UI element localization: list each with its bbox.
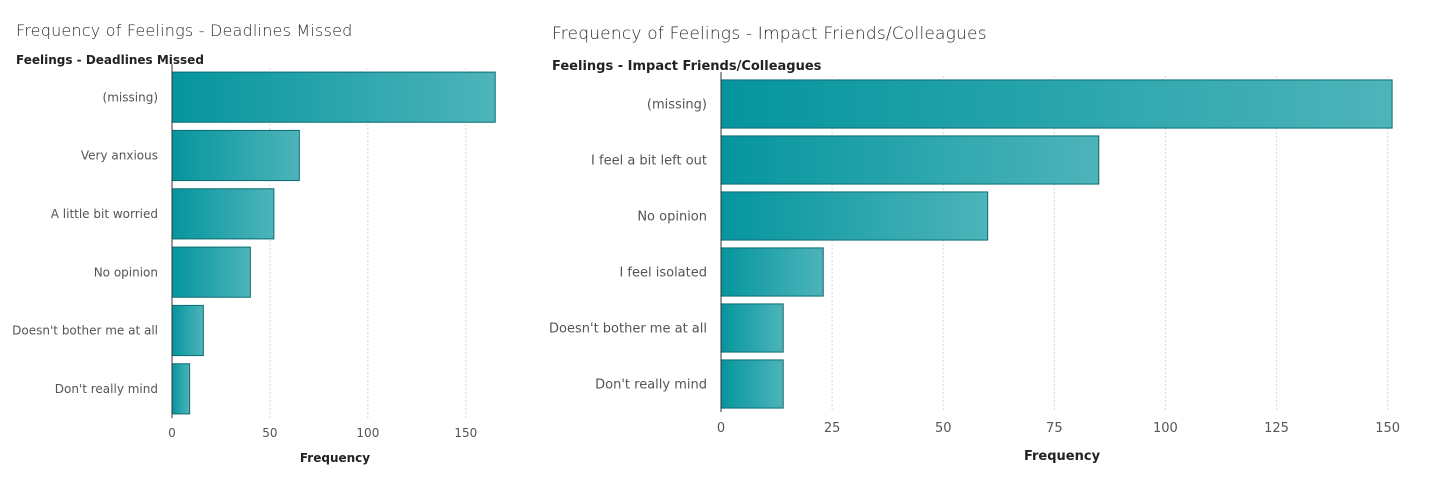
category-label: A little bit worried [51, 207, 158, 221]
category-label: (missing) [103, 90, 158, 104]
bar-chart-deadlines-missed: 0 50 100 150 (missing) Very anxious A little b… [12, 53, 496, 465]
category-label: No opinion [94, 265, 158, 279]
bar[interactable] [720, 79, 1393, 129]
category-label: I feel isolated [619, 266, 707, 281]
bar[interactable] [171, 71, 496, 123]
category-label: Doesn't bother me at all [549, 322, 707, 337]
bar[interactable] [171, 129, 300, 182]
x-tick-label: 0 [168, 426, 176, 440]
chart-panel-impact-friends: Frequency of Feelings - Impact Friends/C… [540, 0, 1430, 481]
chart-title: Frequency of Feelings - Deadlines Missed [16, 21, 353, 40]
x-tick-label: 150 [454, 426, 477, 440]
x-axis-label: Frequency [300, 451, 370, 465]
bar[interactable] [720, 191, 989, 241]
bar[interactable] [171, 246, 251, 298]
x-axis-label: Frequency [1024, 449, 1101, 464]
y-axis-label: Feelings - Deadlines Missed [16, 53, 204, 67]
bar[interactable] [720, 303, 784, 353]
category-label: Doesn't bother me at all [12, 324, 158, 338]
x-tick-label: 0 [717, 421, 725, 436]
category-label: (missing) [647, 98, 707, 113]
category-label: Very anxious [81, 149, 158, 163]
x-tick-label: 50 [935, 421, 952, 436]
category-label: Don't really mind [55, 382, 158, 396]
x-tick-label: 150 [1375, 421, 1400, 436]
bar[interactable] [171, 363, 191, 415]
x-tick-label: 25 [824, 421, 841, 436]
category-label: I feel a bit left out [591, 154, 707, 169]
bar[interactable] [720, 359, 784, 409]
bar[interactable] [720, 247, 824, 297]
bar[interactable] [171, 304, 204, 357]
bar[interactable] [720, 135, 1100, 185]
category-label: Don't really mind [595, 378, 707, 393]
x-tick-label: 75 [1046, 421, 1063, 436]
x-tick-label: 125 [1264, 421, 1289, 436]
x-tick-label: 100 [356, 426, 379, 440]
bar-chart-impact-friends: 0 25 50 75 100 125 150 (missing) I feel a bit le… [549, 59, 1400, 464]
bar[interactable] [171, 188, 275, 240]
x-tick-label: 100 [1153, 421, 1178, 436]
category-label: No opinion [637, 210, 707, 225]
chart-panel-deadlines-missed: Frequency of Feelings - Deadlines Missed… [0, 0, 540, 481]
x-tick-label: 50 [262, 426, 277, 440]
y-axis-label: Feelings - Impact Friends/Colleagues [552, 59, 822, 74]
chart-title: Frequency of Feelings - Impact Friends/C… [552, 24, 987, 44]
